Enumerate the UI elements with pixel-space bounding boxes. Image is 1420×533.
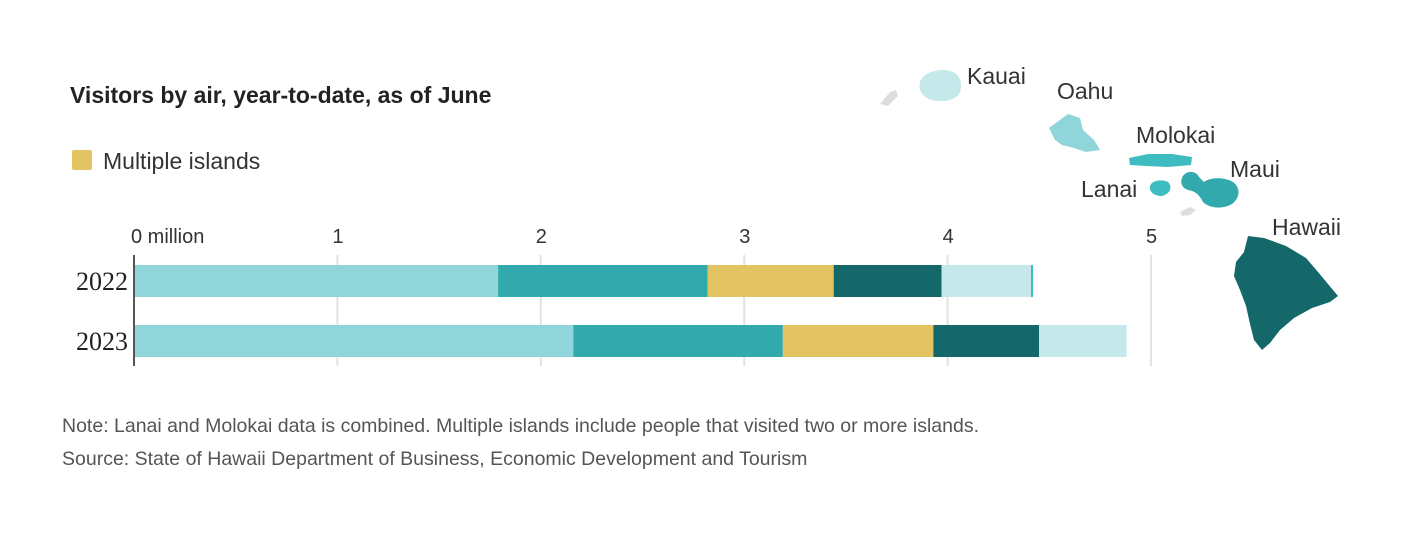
label-molokai: Molokai (1136, 122, 1215, 148)
lanai-island (1149, 180, 1171, 196)
bar-2023-multiple-islands (782, 325, 934, 357)
bars (134, 265, 1127, 357)
maui-island (1181, 171, 1239, 208)
category-label-2022: 2022 (76, 267, 128, 296)
x-tick-label-3: 3 (739, 226, 750, 248)
bar-2022-maui (498, 265, 708, 297)
bar-2022-lanai-molokai (1030, 265, 1034, 297)
x-axis-ticks: 0 million 1 2 3 4 5 (131, 226, 1157, 248)
label-oahu: Oahu (1057, 78, 1113, 104)
bar-2023-maui (573, 325, 783, 357)
niihau-island (880, 90, 898, 106)
label-maui: Maui (1230, 156, 1280, 182)
molokai-island (1129, 154, 1192, 167)
kauai-island (919, 70, 962, 102)
hawaii-island (1234, 236, 1338, 350)
map-labels: Kauai Oahu Molokai Lanai Maui Hawaii (967, 63, 1341, 240)
legend: Multiple islands (72, 148, 260, 174)
label-kauai: Kauai (967, 63, 1026, 89)
legend-label-multiple-islands: Multiple islands (103, 148, 260, 174)
bar-2023-oahu (134, 325, 574, 357)
chart-note: Note: Lanai and Molokai data is combined… (62, 415, 979, 437)
x-tick-label-4: 4 (943, 226, 954, 248)
x-tick-label-0: 0 million (131, 226, 204, 248)
label-hawaii: Hawaii (1272, 214, 1341, 240)
x-tick-label-5: 5 (1146, 226, 1157, 248)
chart-title: Visitors by air, year-to-date, as of Jun… (70, 82, 491, 108)
x-tick-label-1: 1 (332, 226, 343, 248)
category-label-2023: 2023 (76, 327, 128, 356)
oahu-island (1049, 114, 1100, 152)
hawaii-map (880, 70, 1338, 350)
chart-source: Source: State of Hawaii Department of Bu… (62, 448, 807, 470)
y-axis-categories: 2022 2023 (76, 267, 128, 356)
bar-2022-multiple-islands (707, 265, 834, 297)
bar-2022-hawaii (833, 265, 942, 297)
kahoolawe-island (1180, 207, 1196, 216)
bar-2023-kauai (1039, 325, 1127, 357)
label-lanai: Lanai (1081, 176, 1137, 202)
bar-2022-kauai (941, 265, 1031, 297)
legend-swatch-multiple-islands (72, 150, 92, 170)
bar-2023-hawaii (933, 325, 1040, 357)
bar-2022-oahu (134, 265, 499, 297)
x-tick-label-2: 2 (536, 226, 547, 248)
